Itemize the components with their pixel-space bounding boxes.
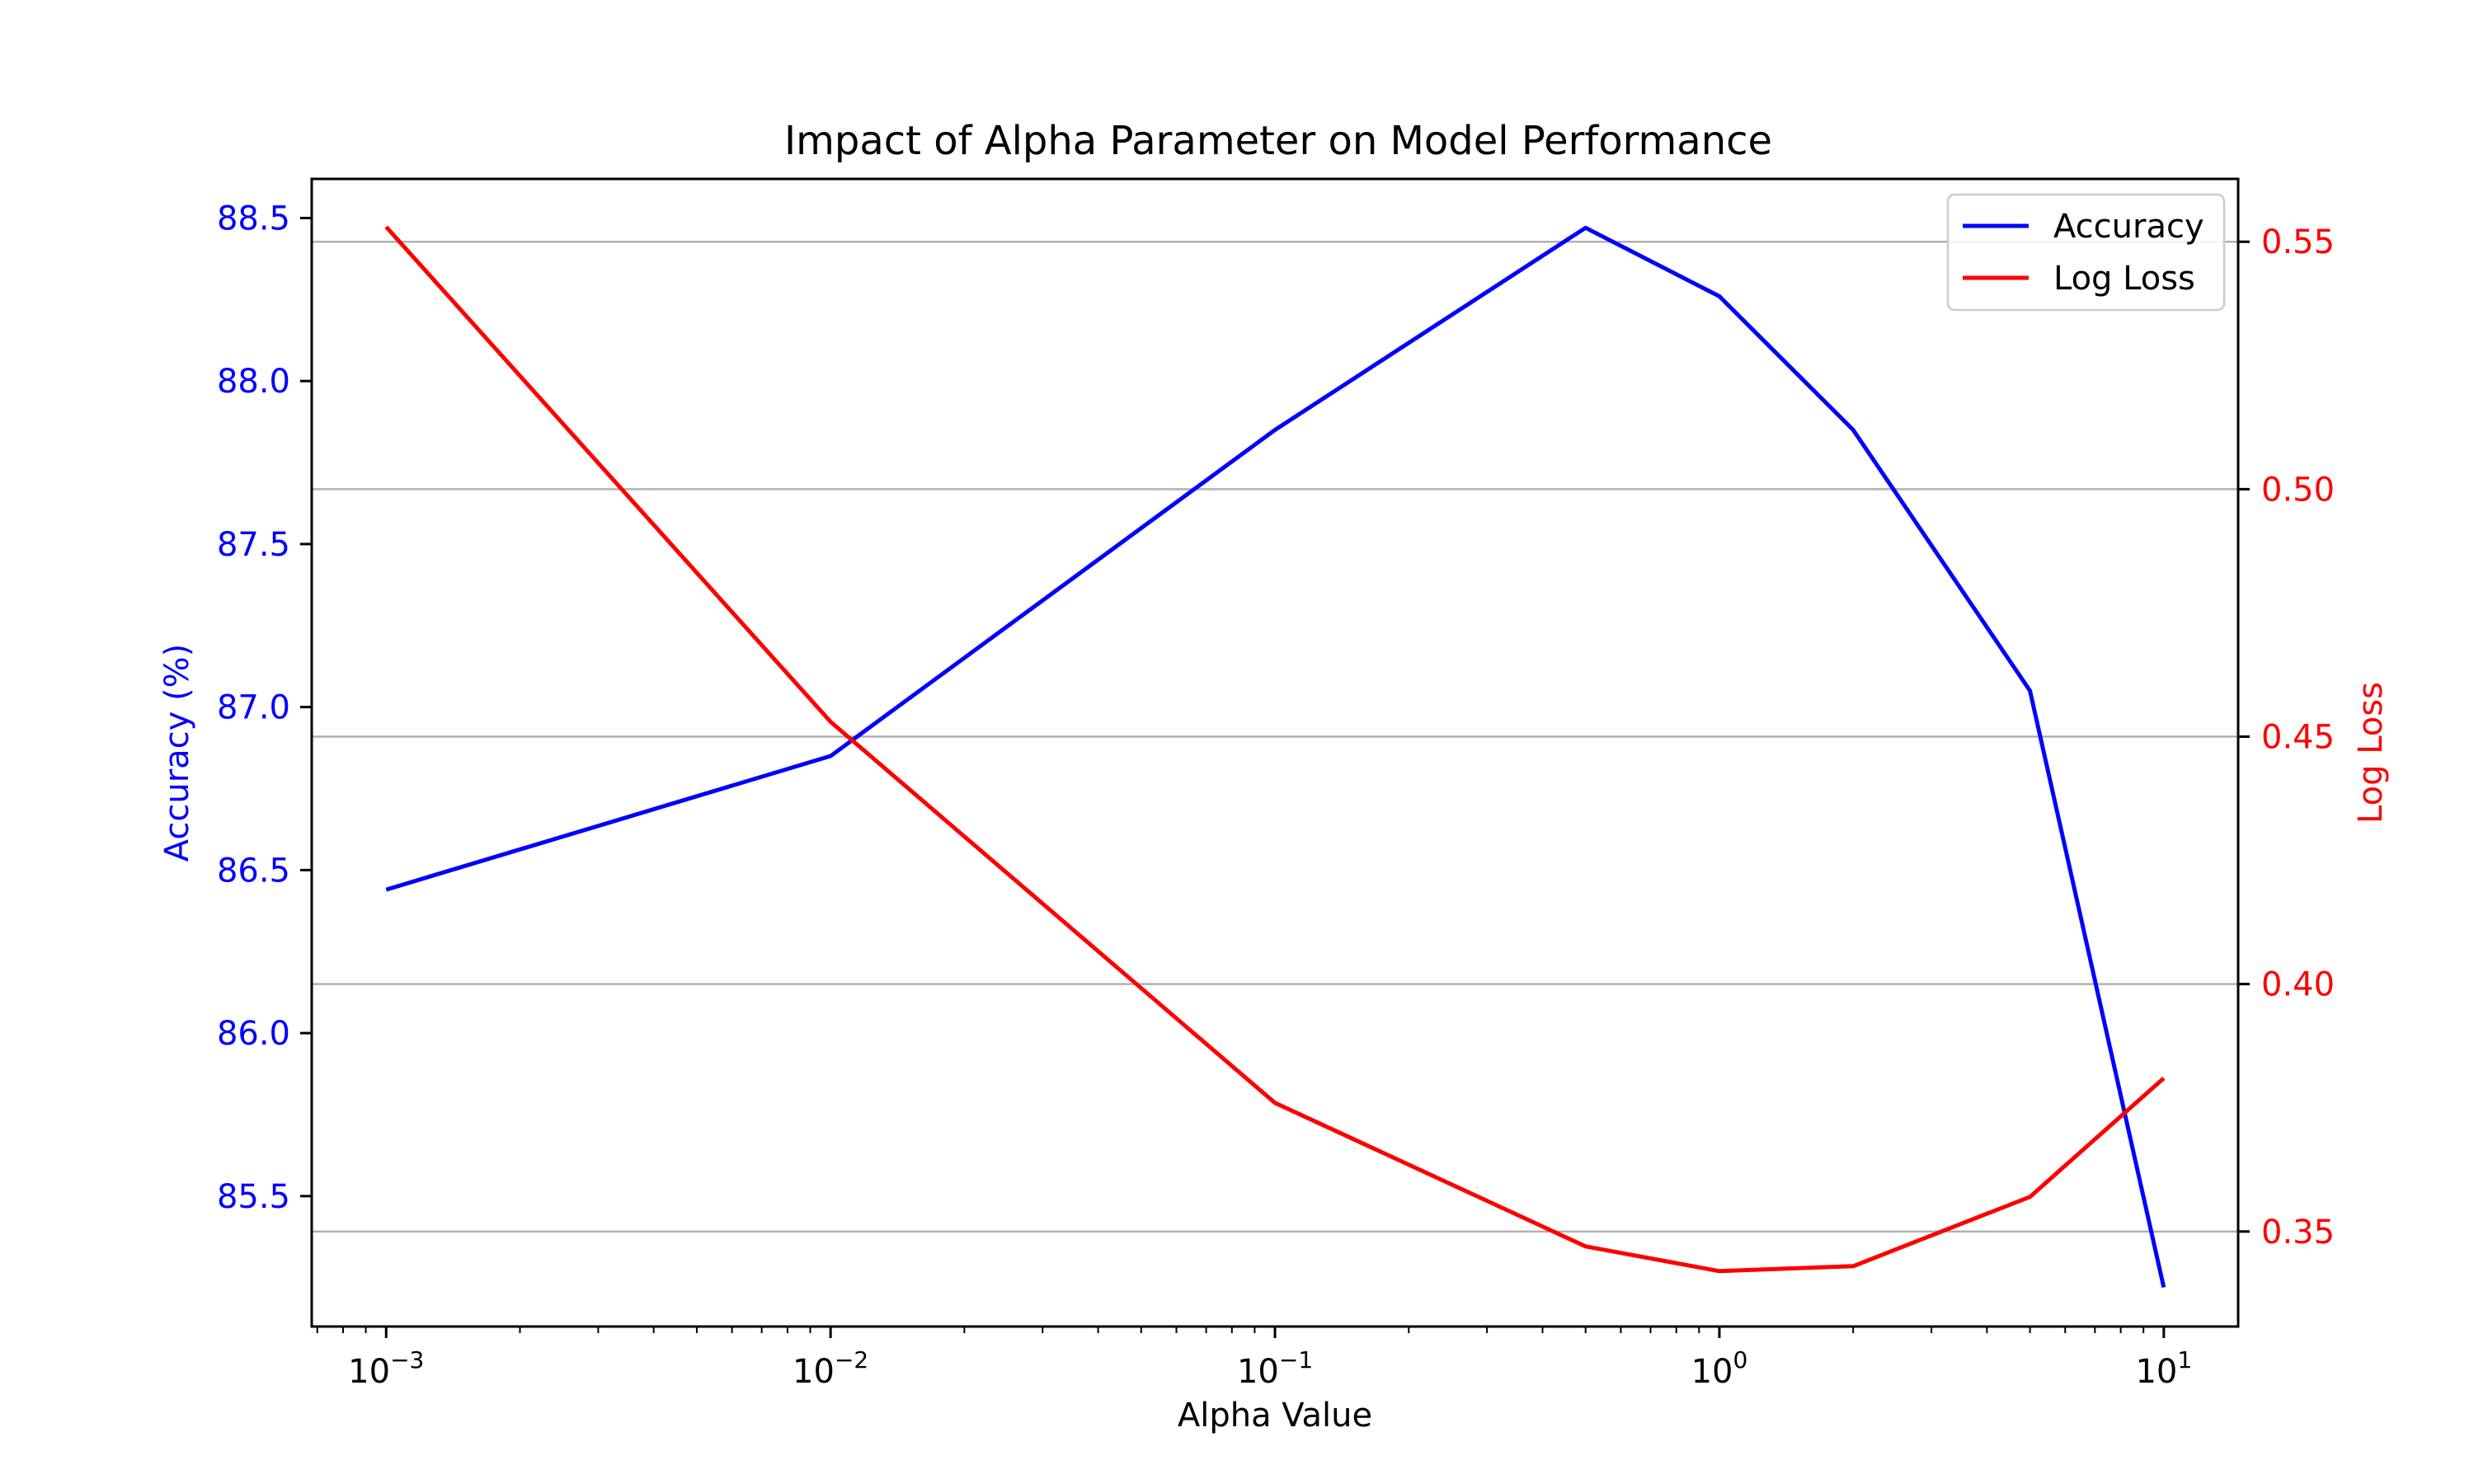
y-left-tick-label: 85.5	[217, 1178, 290, 1216]
y-right-tick-label: 0.40	[2261, 966, 2335, 1004]
x-tick-label: 10−1	[1237, 1346, 1313, 1391]
y-left-tick-label: 88.5	[217, 200, 290, 237]
x-axis-label: Alpha Value	[1178, 1397, 1372, 1435]
chart-title: Impact of Alpha Parameter on Model Perfo…	[784, 118, 1772, 164]
x-tick-label: 10−2	[793, 1346, 868, 1391]
legend-label: Log Loss	[2053, 260, 2195, 298]
series-line-log-loss	[384, 225, 2166, 1274]
legend: Accuracy Log Loss	[1946, 193, 2226, 312]
series-lines	[384, 225, 2166, 1289]
y-axis-right-label: Log Loss	[2352, 682, 2390, 824]
legend-box	[1946, 193, 2226, 312]
y-axis-left: 85.5 86.0 86.5 87.0 87.5 88.0 88.5	[217, 200, 312, 1216]
y-left-tick-label: 86.5	[217, 852, 290, 890]
y-right-tick-label: 0.35	[2261, 1214, 2335, 1252]
series-line-accuracy	[385, 225, 2166, 1289]
gridlines	[312, 240, 2238, 1233]
legend-label: Accuracy	[2053, 208, 2204, 246]
x-tick-label: 10−3	[348, 1346, 424, 1391]
y-left-tick-label: 87.0	[217, 689, 290, 727]
y-axis-left-label: Accuracy (%)	[158, 644, 196, 862]
x-tick-label: 101	[2135, 1346, 2192, 1391]
y-left-tick-label: 87.5	[217, 526, 290, 564]
y-axis-right: 0.35 0.40 0.45 0.50 0.55	[2238, 223, 2335, 1252]
y-right-tick-label: 0.50	[2261, 471, 2335, 509]
y-right-tick-label: 0.45	[2261, 718, 2335, 756]
y-left-tick-label: 86.0	[217, 1015, 290, 1053]
x-axis: 10−3 10−2 10−1 100 101	[316, 1327, 2192, 1391]
y-right-tick-label: 0.55	[2261, 223, 2335, 261]
x-tick-label: 100	[1691, 1346, 1748, 1391]
y-left-tick-label: 88.0	[217, 363, 290, 401]
